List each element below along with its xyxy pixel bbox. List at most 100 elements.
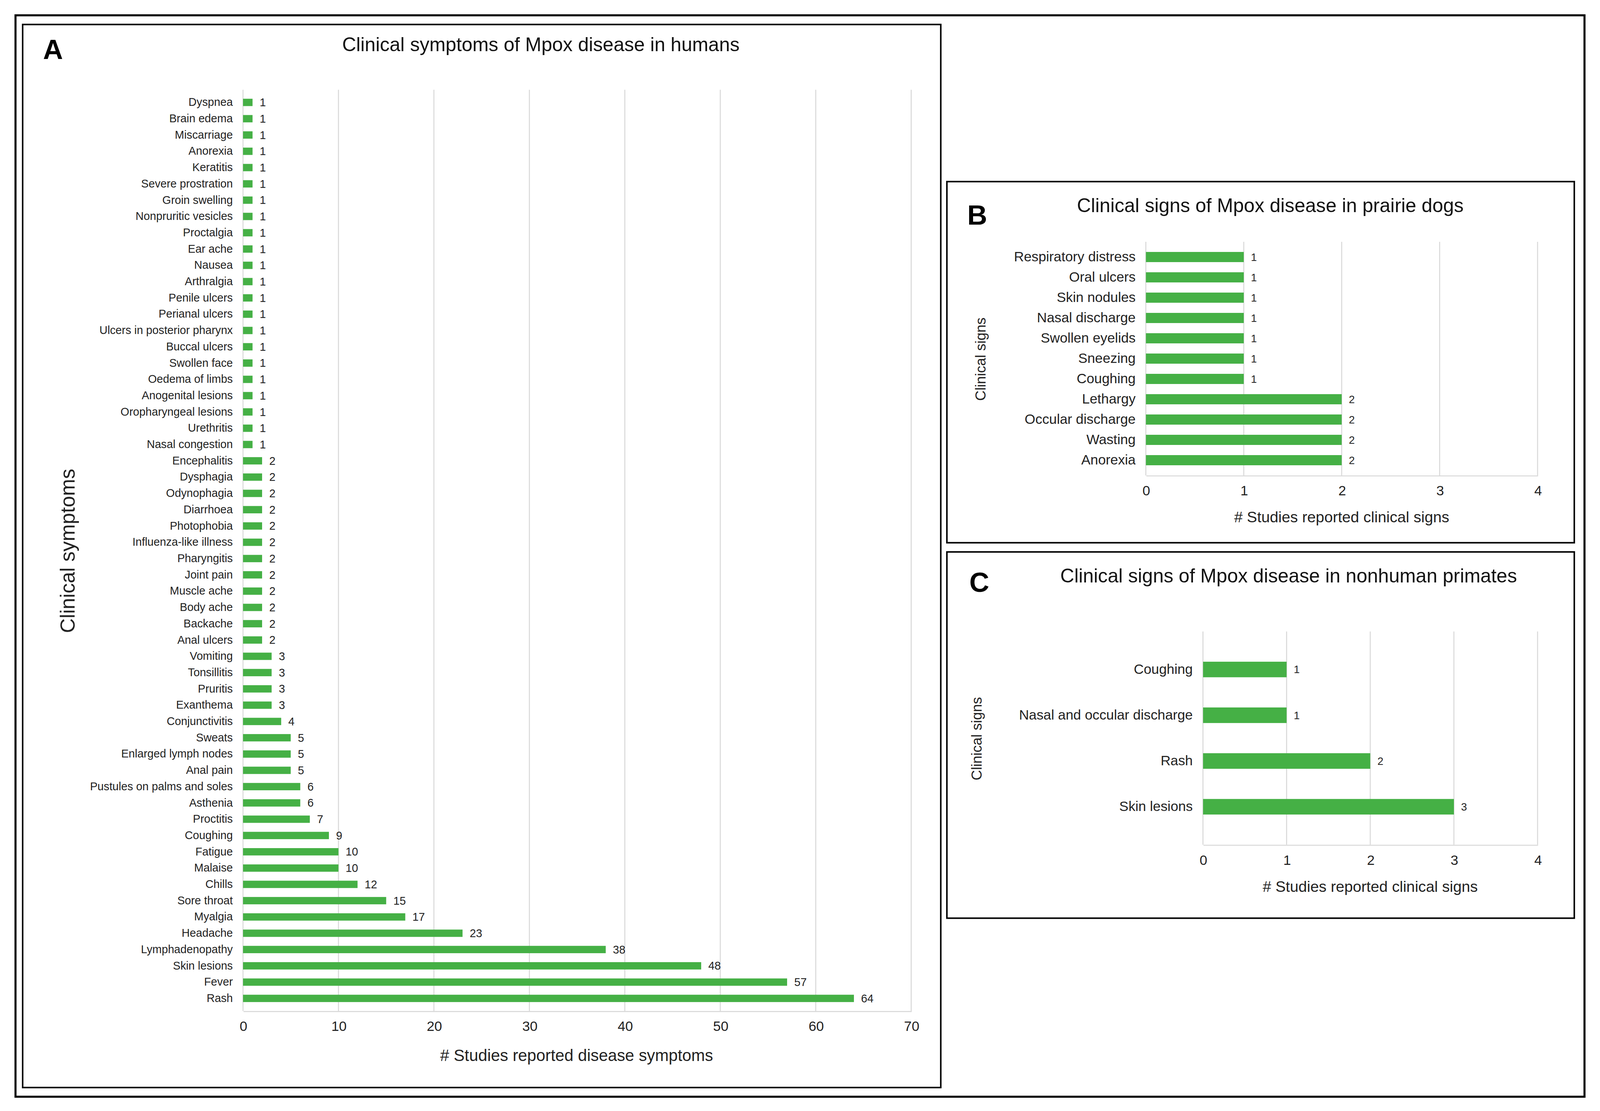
y-tick-label: Dyspnea	[188, 95, 233, 109]
y-tick-label: Sore throat	[177, 894, 233, 907]
bar	[1203, 661, 1287, 678]
data-label: 9	[335, 829, 343, 842]
x-axis: 01234	[1142, 475, 1542, 499]
data-label: 1	[259, 421, 267, 435]
y-tick: Coughing	[1133, 661, 1204, 677]
y-tick: Oedema of limbs	[148, 372, 243, 386]
data-label: 4	[288, 715, 295, 728]
bar	[1145, 272, 1244, 283]
x-axis: 01234	[1199, 844, 1542, 868]
data-label: 2	[1348, 393, 1355, 406]
bar	[242, 473, 263, 481]
data-label: 1	[259, 210, 267, 223]
y-tick-label: Penile ulcers	[168, 291, 233, 304]
x-tick-label: 3	[1450, 852, 1459, 868]
y-tick-label: Asthenia	[189, 796, 233, 809]
data-label: 2	[269, 535, 276, 549]
bar	[242, 733, 291, 742]
bar	[242, 668, 272, 677]
data-label: 1	[259, 405, 267, 419]
x-tick: 2	[1366, 844, 1375, 868]
data-label: 5	[298, 764, 305, 777]
x-tick-label: 2	[1366, 852, 1375, 868]
bar	[242, 147, 253, 156]
y-tick: Pustules on palms and soles	[89, 780, 243, 793]
y-tick: Keratitis	[192, 160, 243, 174]
bars	[1145, 251, 1342, 466]
data-label: 1	[259, 291, 267, 305]
y-tick: Conjunctivitis	[166, 714, 243, 728]
bar	[1203, 798, 1454, 815]
y-tick-label: Diarrhoea	[183, 503, 233, 516]
data-label: 3	[278, 666, 286, 679]
x-tick-label: 2	[1338, 482, 1347, 499]
x-tick: 3	[1436, 475, 1445, 499]
bar	[242, 831, 329, 840]
grid-line	[1439, 241, 1441, 476]
bar	[242, 326, 253, 335]
data-label: 5	[298, 747, 305, 761]
data-label: 1	[259, 96, 267, 109]
y-tick: Buccal ulcers	[166, 340, 243, 353]
y-tick-label: Malaise	[194, 861, 233, 874]
data-label: 57	[794, 975, 807, 989]
data-label: 2	[1348, 433, 1355, 447]
data-label: 1	[259, 258, 267, 272]
data-label: 2	[1377, 755, 1384, 768]
x-tick-label: 60	[808, 1018, 824, 1034]
y-tick-label: Buccal ulcers	[166, 340, 233, 353]
bar	[242, 277, 253, 286]
y-tick: Swollen eyelids	[1040, 330, 1146, 346]
data-label: 12	[364, 878, 378, 891]
grid-line	[337, 89, 340, 1011]
bar	[242, 131, 253, 139]
bar	[242, 98, 253, 107]
y-tick-label: Oropharyngeal lesions	[120, 405, 233, 418]
grid	[1145, 241, 1538, 476]
grid-line	[719, 89, 722, 1011]
data-label: 3	[278, 698, 286, 712]
bar	[242, 228, 253, 237]
panel-letter: A	[42, 33, 63, 65]
bar	[242, 815, 310, 824]
y-tick: Anogenital lesions	[141, 389, 243, 402]
x-tick-label: 4	[1534, 852, 1543, 868]
y-tick-label: Rash	[1160, 752, 1193, 768]
y-tick-label: Joint pain	[184, 568, 233, 581]
data-label: 2	[269, 633, 276, 647]
bar	[242, 408, 253, 416]
x-tick: 70	[903, 1010, 920, 1034]
y-tick-label: Ulcers in posterior pharynx	[99, 323, 233, 337]
bar	[242, 440, 253, 449]
data-label: 17	[412, 910, 425, 924]
y-tick-label: Arthralgia	[184, 275, 233, 288]
y-tick: Nasal discharge	[1036, 309, 1146, 325]
data-label: 1	[259, 324, 267, 337]
y-tick: Tonsillitis	[187, 666, 243, 679]
y-tick-label: Miscarriage	[175, 128, 233, 142]
data-label: 64	[860, 992, 874, 1005]
y-tick: Coughing	[1076, 370, 1146, 386]
y-tick-label: Coughing	[1076, 370, 1136, 386]
bar	[1203, 753, 1371, 769]
x-tick: 0	[1199, 844, 1208, 868]
data-label: 1	[1250, 291, 1257, 304]
bar	[242, 766, 291, 775]
bar	[242, 929, 463, 938]
bar	[242, 994, 854, 1002]
bar	[242, 196, 253, 204]
x-axis-title: # Studies reported clinical signs	[1233, 508, 1450, 526]
panel-letter: B	[967, 199, 988, 231]
y-tick: Nasal and occular discharge	[1019, 707, 1204, 723]
y-tick-label: Oedema of limbs	[148, 372, 233, 386]
x-tick-label: 0	[1142, 482, 1151, 499]
panel-letter: C	[969, 566, 990, 598]
data-label: 1	[1250, 271, 1257, 284]
panel-frame	[946, 181, 1575, 543]
y-tick: Brain edema	[169, 112, 243, 125]
data-label: 5	[298, 731, 305, 745]
bar	[242, 424, 253, 433]
y-tick-label: Fever	[204, 975, 234, 988]
x-tick: 30	[522, 1010, 538, 1034]
bar	[242, 848, 339, 856]
